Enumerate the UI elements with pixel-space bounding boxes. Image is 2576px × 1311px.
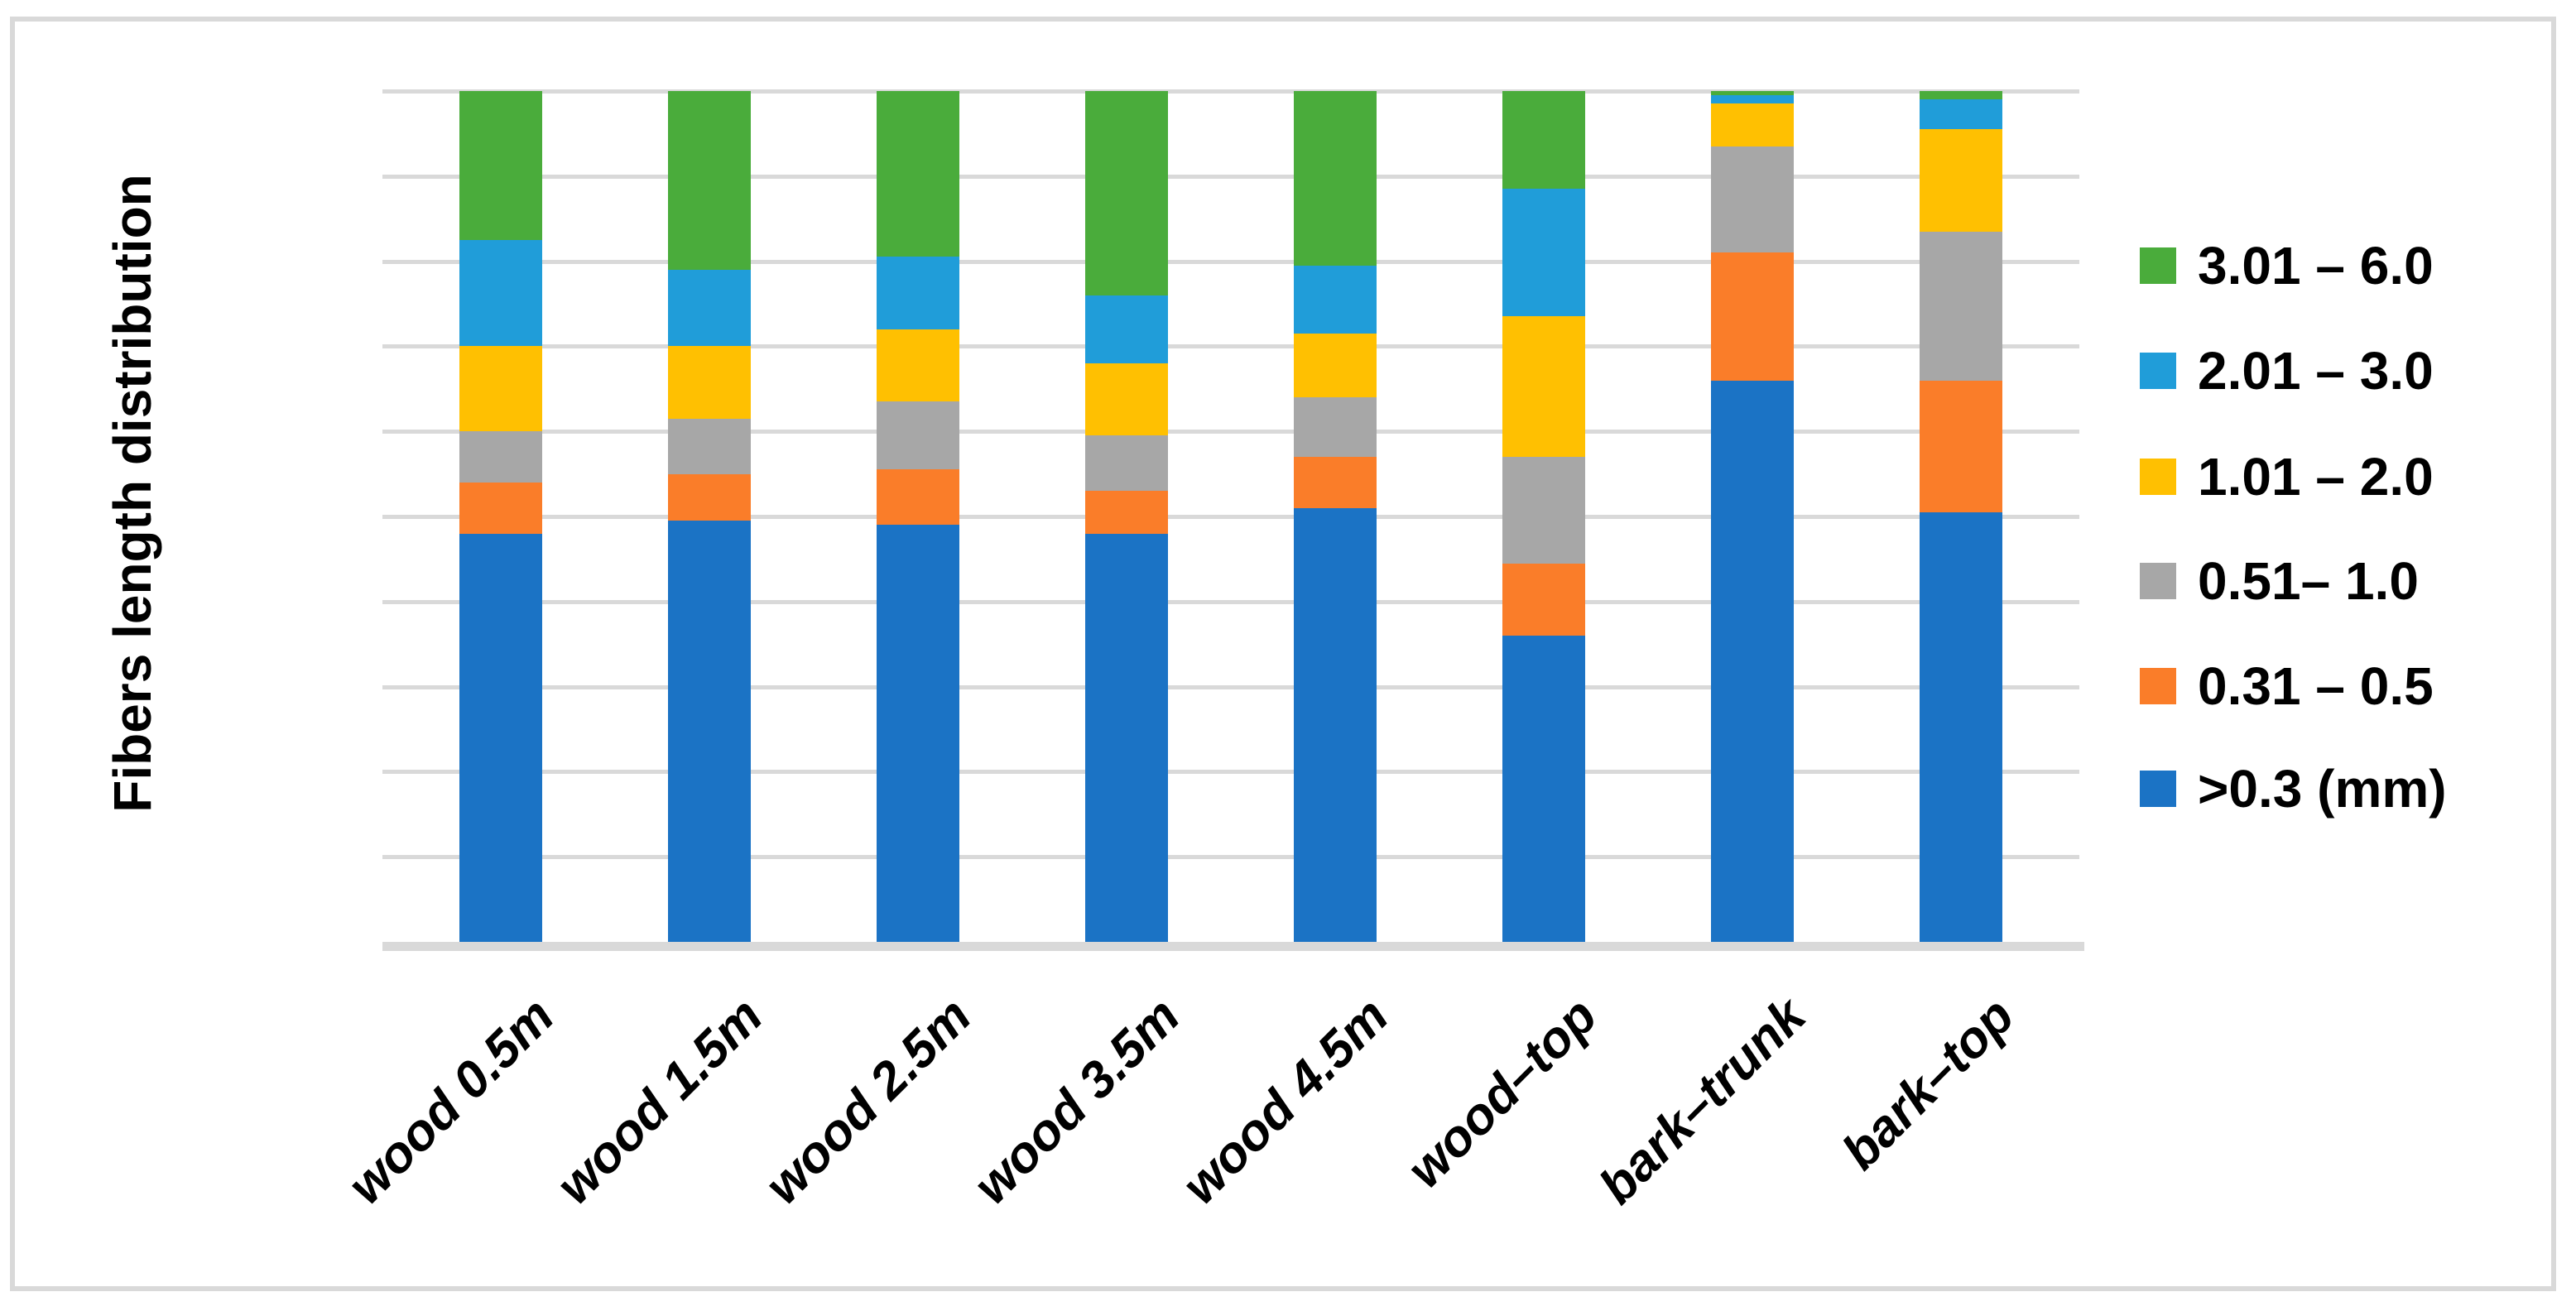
bar-segment (1085, 435, 1168, 492)
bar-segment (1920, 511, 2002, 942)
bar-segment (1711, 91, 1794, 96)
gridline (382, 344, 2079, 349)
gridline (382, 770, 2079, 775)
bar-segment (877, 469, 959, 526)
bar-segment (1502, 91, 1585, 190)
bar-segment (1294, 333, 1377, 398)
legend-label: >0.3 (mm) (2198, 759, 2447, 819)
gridline (382, 174, 2079, 179)
bar-segment (459, 239, 542, 347)
bar-segment (877, 257, 959, 329)
legend-swatch (2140, 459, 2176, 495)
legend-item: 0.31 – 0.5 (2140, 656, 2434, 716)
bar-segment (668, 418, 751, 474)
legend-item: 0.51– 1.0 (2140, 551, 2419, 611)
bar-segment (668, 473, 751, 521)
bar-segment (668, 91, 751, 270)
bar-segment (1085, 491, 1168, 534)
gridline (382, 259, 2079, 264)
bar-segment (1502, 316, 1585, 458)
legend-item: >0.3 (mm) (2140, 759, 2447, 819)
legend-swatch (2140, 771, 2176, 807)
bar-segment (459, 91, 542, 240)
bar-segment (459, 346, 542, 432)
legend-swatch (2140, 353, 2176, 389)
legend-item: 1.01 – 2.0 (2140, 447, 2434, 507)
bar-segment (1502, 189, 1585, 317)
bar-segment (668, 346, 751, 419)
legend-label: 0.31 – 0.5 (2198, 656, 2434, 716)
bar-segment (1294, 507, 1377, 942)
bar-segment (1920, 129, 2002, 232)
gridline (382, 855, 2079, 860)
bar-segment (1294, 457, 1377, 508)
bar-segment (1294, 397, 1377, 458)
bar-segment (459, 482, 542, 534)
bar-segment (877, 525, 959, 942)
gridline (382, 515, 2079, 519)
bar-segment (1920, 231, 2002, 381)
legend-label: 0.51– 1.0 (2198, 551, 2419, 611)
figure-border (10, 17, 2556, 1291)
bar-segment (1920, 380, 2002, 512)
bar-segment (1502, 635, 1585, 942)
bar-segment (1920, 99, 2002, 130)
legend-item: 2.01 – 3.0 (2140, 341, 2434, 401)
bar-segment (1085, 533, 1168, 942)
gridline (382, 430, 2079, 435)
bar-segment (877, 329, 959, 402)
x-axis-line (382, 942, 2084, 951)
legend-label: 1.01 – 2.0 (2198, 447, 2434, 507)
gridline (382, 599, 2079, 604)
legend-swatch (2140, 247, 2176, 284)
legend-item: 3.01 – 6.0 (2140, 236, 2434, 295)
legend-swatch (2140, 563, 2176, 599)
bar-segment (1711, 380, 1794, 942)
bar-segment (668, 521, 751, 942)
bar-segment (668, 269, 751, 347)
bar-segment (1294, 265, 1377, 334)
bar-segment (877, 401, 959, 470)
gridline (382, 684, 2079, 689)
bar-segment (1920, 91, 2002, 100)
legend-swatch (2140, 668, 2176, 704)
bar-segment (877, 91, 959, 257)
bar-segment (1711, 252, 1794, 381)
bar-segment (1711, 95, 1794, 104)
bar-segment (1085, 295, 1168, 363)
legend-label: 3.01 – 6.0 (2198, 236, 2434, 295)
bar-segment (1502, 563, 1585, 636)
bar-segment (1294, 91, 1377, 266)
bar-segment (1085, 91, 1168, 295)
bar-segment (1711, 103, 1794, 146)
bar-segment (1711, 146, 1794, 253)
legend-label: 2.01 – 3.0 (2198, 341, 2434, 401)
y-axis-title: Fibers length distribution (103, 174, 162, 813)
gridline (382, 89, 2079, 94)
bar-segment (1502, 457, 1585, 564)
bar-segment (1085, 363, 1168, 436)
bar-segment (459, 533, 542, 942)
bar-segment (459, 431, 542, 483)
